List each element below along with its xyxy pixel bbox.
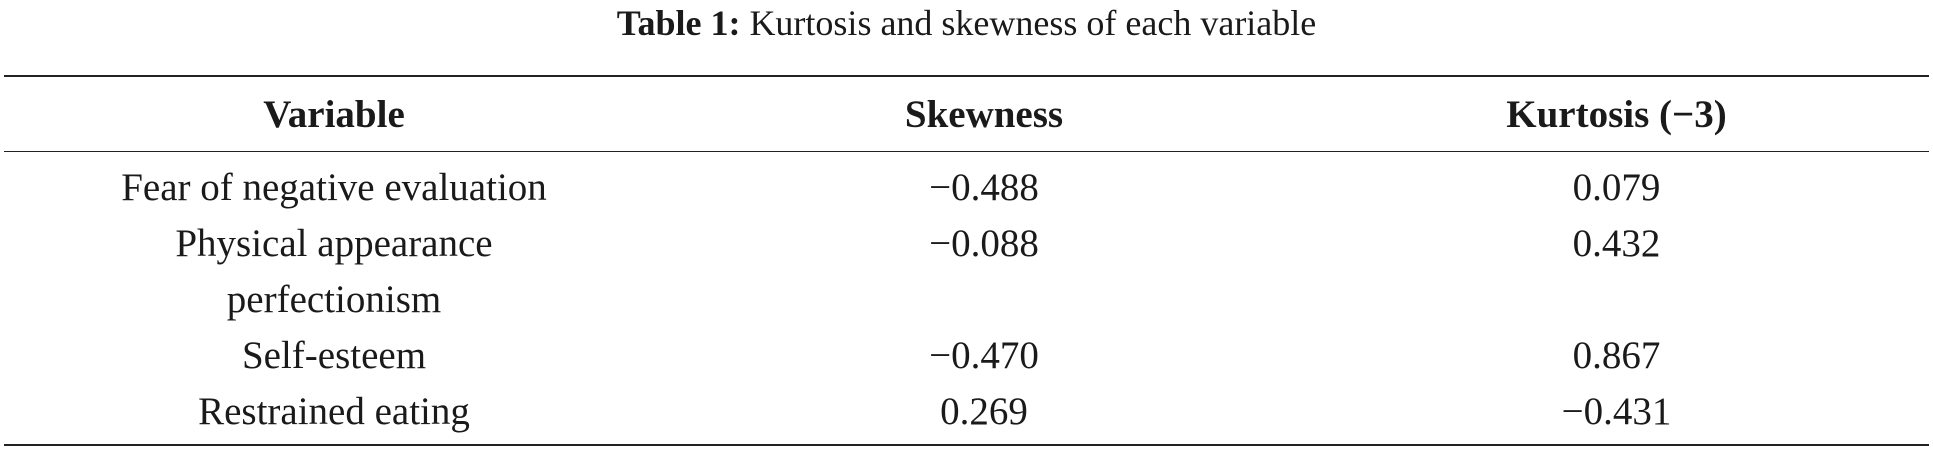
- cell-text: −0.488: [929, 166, 1039, 209]
- table-cell: −0.088: [664, 216, 1304, 328]
- cell-text: Fear of negative evaluation: [121, 166, 547, 209]
- table-header: Variable Skewness Kurtosis (−3): [4, 76, 1929, 152]
- table-row: Fear of negative evaluation −0.488 0.079: [4, 152, 1929, 217]
- table-cell: 0.269: [664, 384, 1304, 445]
- cell-text: 0.867: [1572, 334, 1661, 377]
- table-cell: Fear of negative evaluation: [4, 152, 664, 217]
- table-cell: −0.488: [664, 152, 1304, 217]
- cell-text: −0.470: [929, 334, 1039, 377]
- table-row: Self-esteem −0.470 0.867: [4, 328, 1929, 384]
- column-header: Variable: [263, 93, 405, 136]
- cell-text: Physical appearance perfectionism: [175, 222, 493, 321]
- caption-text: Kurtosis and skewness of each variable: [749, 3, 1317, 43]
- column-header: Kurtosis (−3): [1506, 93, 1727, 136]
- cell-text: Self-esteem: [241, 334, 427, 377]
- caption-label: Table 1:: [616, 3, 741, 43]
- table-cell: 0.867: [1304, 328, 1929, 384]
- table: Variable Skewness Kurtosis (−3) Fear of ne…: [4, 75, 1929, 446]
- table-row: Restrained eating 0.269 −0.431: [4, 384, 1929, 445]
- cell-text: 0.432: [1572, 222, 1661, 265]
- table-cell: −0.470: [664, 328, 1304, 384]
- cell-text: 0.079: [1572, 166, 1661, 209]
- table-cell: Restrained eating: [4, 384, 664, 445]
- table-cell: Physical appearance perfectionism: [4, 216, 664, 328]
- table-caption: Table 1: Kurtosis and skewness of each v…: [0, 0, 1933, 46]
- table-cell: −0.431: [1304, 384, 1929, 445]
- table-cell: 0.079: [1304, 152, 1929, 217]
- table-cell: Self-esteem: [4, 328, 664, 384]
- column-header: Skewness: [904, 93, 1064, 136]
- table-row: Physical appearance perfectionism −0.088 0…: [4, 216, 1929, 328]
- header-row: Variable Skewness Kurtosis (−3): [4, 76, 1929, 152]
- cell-text: Restrained eating: [198, 390, 470, 433]
- cell-text: 0.269: [940, 390, 1028, 433]
- cell-text: −0.088: [929, 222, 1039, 265]
- table-cell: 0.432: [1304, 216, 1929, 328]
- cell-text: −0.431: [1561, 390, 1672, 433]
- table-body: Fear of negative evaluation −0.488 0.079 Ph…: [4, 152, 1929, 445]
